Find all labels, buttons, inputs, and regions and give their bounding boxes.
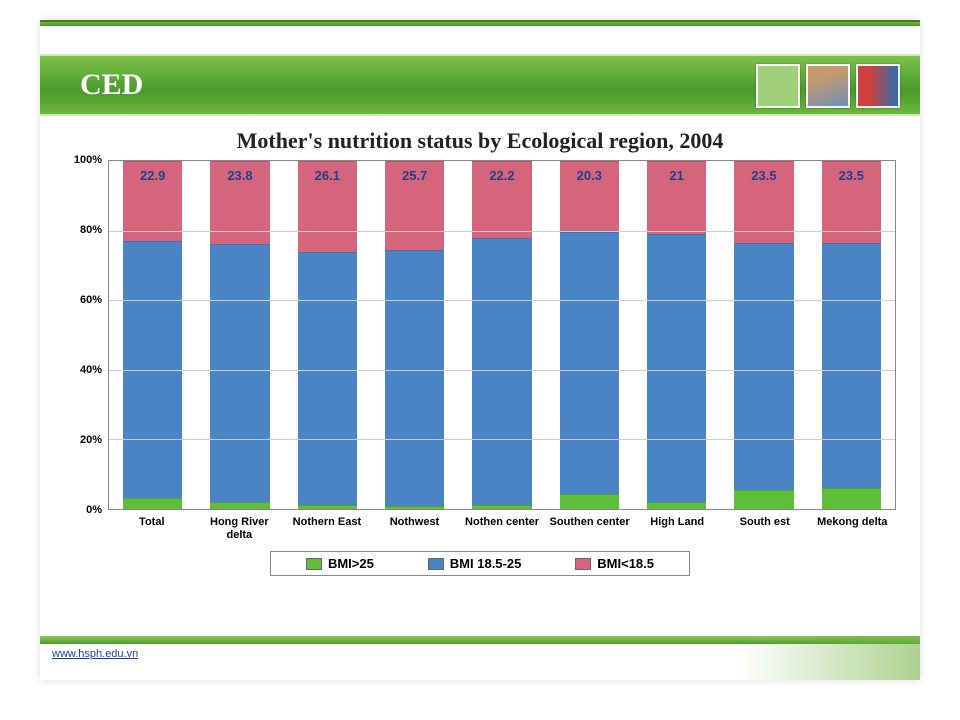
x-tick-label: Nothen center — [458, 514, 546, 541]
top-stripe — [40, 20, 920, 26]
bar-column: 4.4 20.3 — [546, 161, 633, 509]
bar-stack: 6.1 23.5 — [822, 161, 881, 509]
bar-segment-bmi-gt25: 6.1 — [822, 488, 881, 509]
header-thumbnails — [756, 64, 900, 108]
bar-value-label: 20.3 — [560, 168, 619, 183]
bar-segment-bmi-mid — [210, 244, 269, 503]
bar-segment-bmi-gt25: 3.1 — [123, 498, 182, 509]
plot-area: 3.1 22.9 1.9 23.8 1.1 26.1 0.9 25.7 1.2 22.2 4.4 20… — [108, 160, 896, 510]
bar-segment-bmi-mid — [298, 252, 357, 505]
bar-value-label: 25.7 — [385, 168, 444, 183]
x-tick-label: Total — [108, 514, 196, 541]
y-axis: 0%20%40%60%80%100% — [64, 160, 108, 510]
legend-label: BMI<18.5 — [597, 556, 654, 571]
bar-value-label: 23.8 — [210, 168, 269, 183]
bar-segment-bmi-mid — [472, 238, 531, 505]
thumb-icon — [856, 64, 900, 108]
bar-segment-bmi-lt185: 26.1 — [298, 161, 357, 252]
bar-value-label: 22.2 — [472, 168, 531, 183]
legend-item: BMI 18.5-25 — [428, 556, 522, 571]
y-tick-label: 60% — [80, 294, 102, 306]
bar-stack: 2.1 21 — [647, 161, 706, 509]
bar-segment-bmi-lt185: 21 — [647, 161, 706, 234]
slide-heading: CED — [80, 68, 143, 102]
bar-value-label: 21 — [647, 168, 706, 183]
header-band: CED — [40, 54, 920, 116]
bar-column: 1.9 23.8 — [196, 161, 283, 509]
bar-segment-bmi-lt185: 25.7 — [385, 161, 444, 250]
bar-column: 1.1 26.1 — [284, 161, 371, 509]
bar-column: 0.9 25.7 — [371, 161, 458, 509]
bar-segment-bmi-gt25: 5.5 — [734, 490, 793, 509]
bar-value-label: 23.5 — [822, 168, 881, 183]
x-tick-label: Nothwest — [371, 514, 459, 541]
x-tick-label: Hong River delta — [196, 514, 284, 541]
bars-container: 3.1 22.9 1.9 23.8 1.1 26.1 0.9 25.7 1.2 22.2 4.4 20… — [109, 161, 895, 509]
bar-value-label: 23.5 — [734, 168, 793, 183]
bar-column: 3.1 22.9 — [109, 161, 196, 509]
gridline — [109, 370, 895, 371]
x-tick-label: Southen center — [546, 514, 634, 541]
legend-swatch — [306, 558, 322, 570]
bar-value-label: 26.1 — [298, 168, 357, 183]
footer-fade — [740, 636, 920, 680]
y-tick-label: 40% — [80, 364, 102, 376]
x-tick-label: South est — [721, 514, 809, 541]
bar-segment-bmi-mid — [822, 243, 881, 488]
bar-column: 5.5 23.5 — [720, 161, 807, 509]
legend-label: BMI 18.5-25 — [450, 556, 522, 571]
thumb-icon — [806, 64, 850, 108]
y-tick-label: 0% — [86, 504, 102, 516]
bar-value-label: 22.9 — [123, 168, 182, 183]
bar-segment-bmi-mid — [385, 250, 444, 505]
gridline — [109, 439, 895, 440]
y-tick-label: 80% — [80, 224, 102, 236]
bar-stack: 0.9 25.7 — [385, 161, 444, 509]
bar-segment-bmi-mid — [647, 234, 706, 502]
y-tick-label: 20% — [80, 434, 102, 446]
legend-item: BMI<18.5 — [575, 556, 654, 571]
bar-segment-bmi-mid — [734, 243, 793, 490]
y-tick-label: 100% — [74, 154, 102, 166]
chart-title: Mother's nutrition status by Ecological … — [40, 128, 920, 154]
bar-stack: 5.5 23.5 — [734, 161, 793, 509]
footer-link[interactable]: www.hsph.edu.vn — [52, 648, 138, 660]
bar-segment-bmi-gt25: 1.2 — [472, 505, 531, 509]
legend-swatch — [575, 558, 591, 570]
legend-swatch — [428, 558, 444, 570]
bar-segment-bmi-mid — [560, 232, 619, 494]
bar-column: 1.2 22.2 — [458, 161, 545, 509]
bar-stack: 1.9 23.8 — [210, 161, 269, 509]
bar-segment-bmi-lt185: 22.9 — [123, 161, 182, 241]
bar-segment-bmi-gt25: 2.1 — [647, 502, 706, 509]
footer: www.hsph.edu.vn — [40, 636, 920, 680]
bar-segment-bmi-lt185: 20.3 — [560, 161, 619, 232]
bar-segment-bmi-gt25: 1.9 — [210, 502, 269, 509]
bar-segment-bmi-lt185: 22.2 — [472, 161, 531, 238]
legend: BMI>25 BMI 18.5-25 BMI<18.5 — [270, 551, 690, 576]
legend-label: BMI>25 — [328, 556, 374, 571]
gridline — [109, 300, 895, 301]
bar-column: 6.1 23.5 — [808, 161, 895, 509]
bar-stack: 3.1 22.9 — [123, 161, 182, 509]
bar-segment-bmi-gt25: 1.1 — [298, 505, 357, 509]
bar-segment-bmi-gt25: 0.9 — [385, 506, 444, 509]
chart: 0%20%40%60%80%100% 3.122.91.923.81.126.1… — [64, 160, 896, 510]
bar-stack: 1.2 22.2 — [472, 161, 531, 509]
bar-column: 2.1 21 — [633, 161, 720, 509]
bar-segment-bmi-gt25: 4.4 — [560, 494, 619, 509]
bar-stack: 4.4 20.3 — [560, 161, 619, 509]
slide: CED Mother's nutrition status by Ecologi… — [40, 20, 920, 680]
x-tick-label: Mekong delta — [809, 514, 897, 541]
thumb-icon — [756, 64, 800, 108]
x-tick-label: Nothern East — [283, 514, 371, 541]
gridline — [109, 231, 895, 232]
x-axis: TotalHong River deltaNothern EastNothwes… — [108, 514, 896, 541]
x-tick-label: High Land — [633, 514, 721, 541]
bar-stack: 1.1 26.1 — [298, 161, 357, 509]
legend-item: BMI>25 — [306, 556, 374, 571]
